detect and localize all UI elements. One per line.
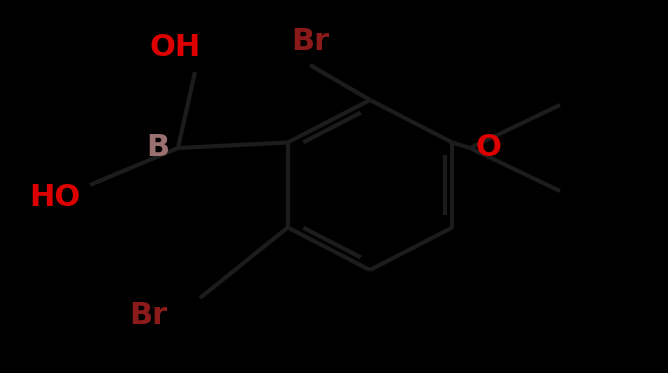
Text: HO: HO [29,184,81,213]
Text: Br: Br [129,301,167,329]
Text: O: O [475,134,501,163]
Text: Br: Br [291,28,329,56]
Text: B: B [146,134,170,163]
Text: OH: OH [150,34,200,63]
